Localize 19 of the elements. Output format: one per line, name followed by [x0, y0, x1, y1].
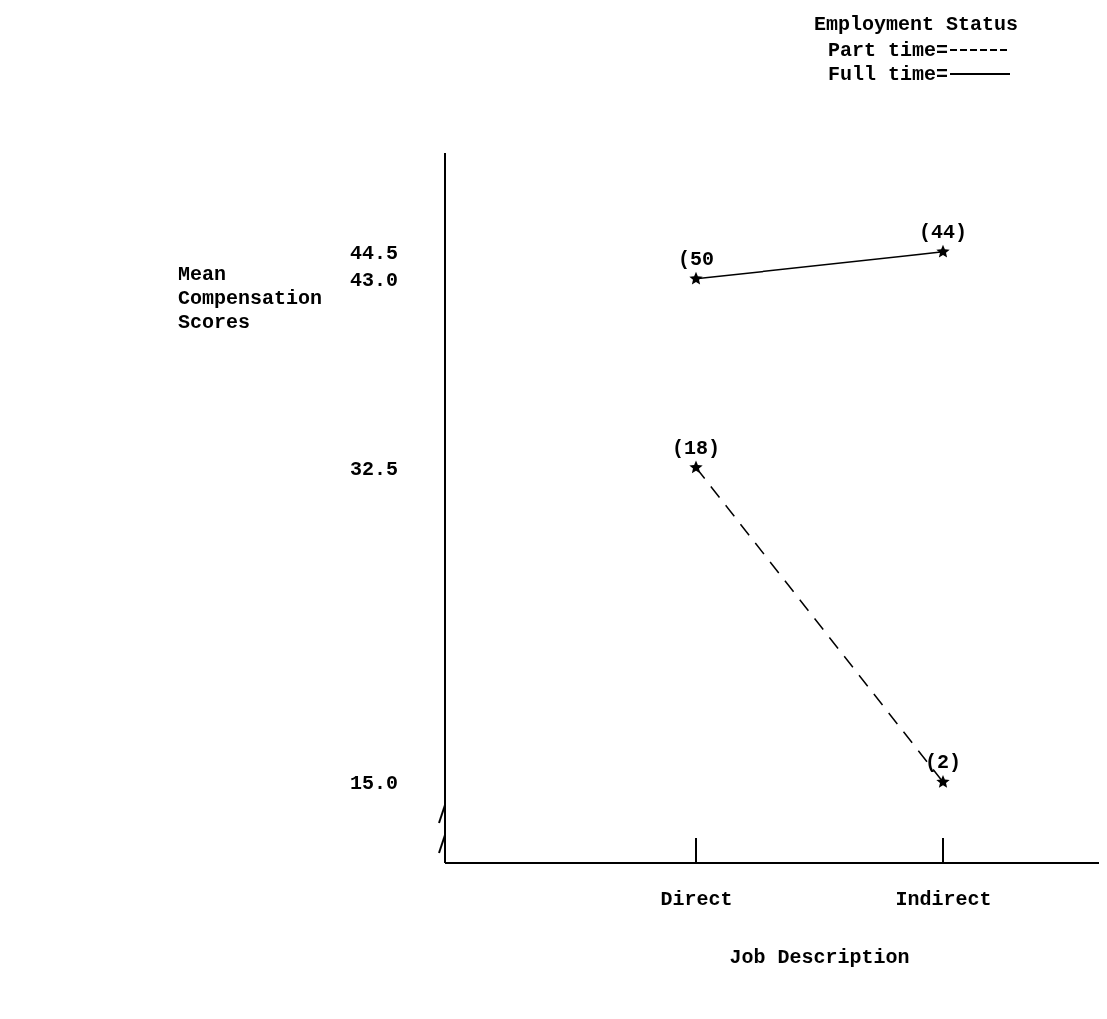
x-axis-title: Job Description [729, 946, 910, 969]
point [689, 460, 703, 474]
annotation: (44) [918, 220, 968, 244]
annotation: (2) [924, 751, 962, 775]
y-tick-label: 32.5 [349, 457, 398, 481]
point [936, 244, 950, 258]
y-tick-label: 43.0 [349, 268, 398, 292]
x-tick-label: Direct [660, 888, 733, 911]
point [936, 775, 950, 788]
y-axis-title: Mean Compensation Scores [178, 263, 323, 334]
annotation: (18) [671, 436, 721, 460]
x-tick-label: Indirect [895, 888, 992, 911]
y-tick-label: 44.5 [349, 241, 398, 265]
annotation: (50 [677, 247, 715, 271]
legend-label: Part time= [827, 39, 948, 62]
point [689, 271, 703, 285]
legend-title: Employment Status [813, 13, 1018, 36]
legend-label: Full time= [827, 63, 948, 86]
y-tick-label: 15.0 [349, 772, 398, 796]
